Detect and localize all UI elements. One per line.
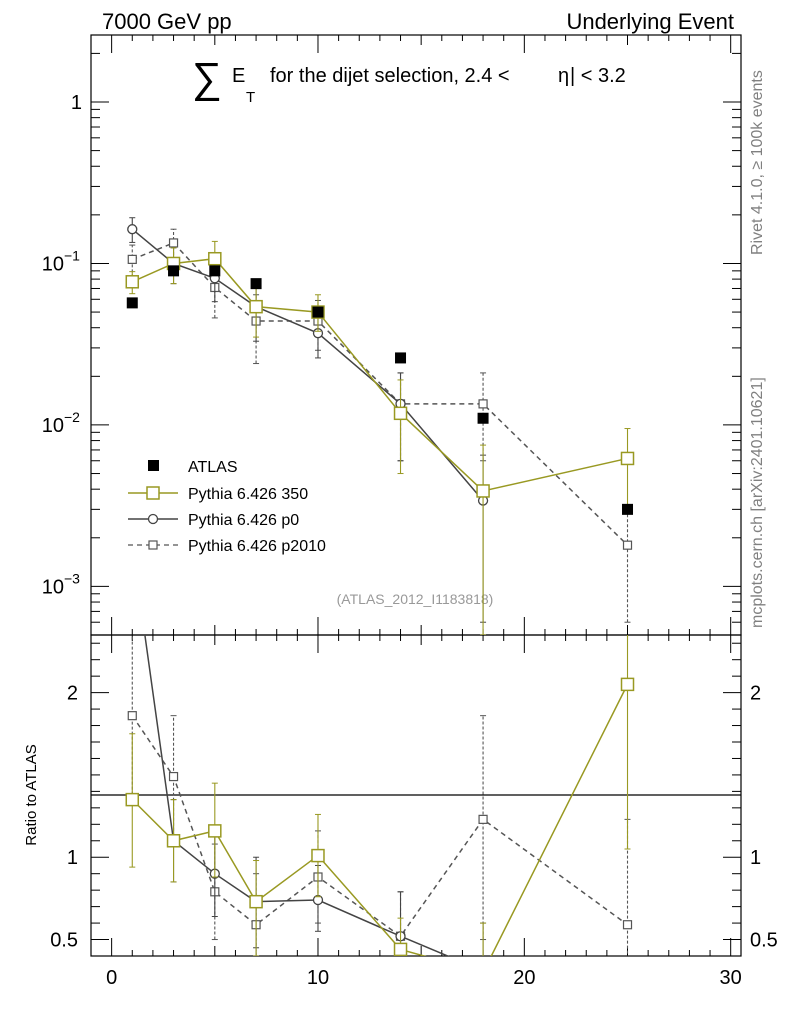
ratio-y-tick-label-left: 0.5 <box>50 930 78 952</box>
data-point-p350 <box>620 451 635 466</box>
ratio-point-p2010 <box>622 920 633 930</box>
legend-marker-p0 <box>147 513 159 525</box>
plot-title: ∑ E T for the dijet selection, 2.4 < η |… <box>192 54 626 106</box>
data-point-p350 <box>125 275 140 289</box>
series-line-p0 <box>131 228 484 502</box>
x-tick-label: 20 <box>513 967 535 989</box>
legend-label-p0: Pythia 6.426 p0 <box>188 512 299 529</box>
ratio-y-tick-label-right: 1 <box>750 847 761 869</box>
ratio-y-tick-label-left: 2 <box>67 683 78 705</box>
data-point-p0 <box>127 224 138 235</box>
data-point-p2010 <box>168 238 179 248</box>
legend-marker-p2010 <box>148 540 158 550</box>
data-point-atlas <box>395 352 407 364</box>
data-point-p2010 <box>127 254 137 264</box>
ratio-point-p2010 <box>127 711 137 721</box>
legend-marker-atlas <box>148 460 159 471</box>
ratio-point-p0 <box>479 966 488 975</box>
legend-label-atlas: ATLAS <box>188 459 238 476</box>
legend-marker-p350 <box>146 486 160 500</box>
legend-label-p2010: Pythia 6.426 p2010 <box>188 538 326 555</box>
ratio-point-p350 <box>620 677 635 692</box>
data-point-p350 <box>208 251 222 266</box>
legend-label-p350: Pythia 6.426 350 <box>188 486 308 503</box>
legend: ATLAS Pythia 6.426 350 Pythia 6.426 p0 P… <box>128 459 326 555</box>
y-tick-label: 10 <box>42 253 64 275</box>
y-tick-label: 10 <box>42 415 64 437</box>
data-point-atlas <box>209 265 221 277</box>
data-point-p2010 <box>478 399 488 409</box>
header-left: 7000 GeV pp <box>102 9 232 34</box>
ratio-point-p350 <box>477 966 489 978</box>
title-subscript: T <box>246 89 255 106</box>
y-tick-label: 10 <box>42 576 64 598</box>
ratio-point-p350 <box>311 848 325 863</box>
title-e: E <box>232 65 245 87</box>
data-point-atlas <box>168 265 180 277</box>
series-line-p350 <box>131 257 628 492</box>
data-point-atlas <box>126 297 138 309</box>
main-plot-area <box>125 217 635 635</box>
mcplots-label: mcplots.cern.ch [arXiv:2401.10621] <box>749 377 766 628</box>
data-point-atlas <box>312 306 324 318</box>
data-point-p350 <box>476 484 490 498</box>
y-tick-label: 1 <box>71 92 82 114</box>
analysis-id: (ATLAS_2012_I1183818) <box>337 591 494 607</box>
y-tick-label-exponent: −1 <box>64 247 80 263</box>
title-eta: η <box>558 65 569 87</box>
data-point-p2010 <box>622 540 633 550</box>
ratio-line-p350 <box>131 684 629 956</box>
ratio-point-p350 <box>249 894 263 909</box>
x-tick-label: 30 <box>720 967 742 989</box>
ratio-ylabel: Ratio to ATLAS <box>23 744 40 845</box>
rivet-label: Rivet 4.1.0, ≥ 100k events <box>749 70 766 255</box>
title-sum-symbol: ∑ <box>192 54 222 101</box>
ratio-point-p350 <box>166 834 181 848</box>
ratio-point-p350 <box>125 792 140 807</box>
y-tick-label-exponent: −2 <box>64 409 80 425</box>
data-point-atlas <box>250 278 262 290</box>
title-tail: | < 3.2 <box>570 65 626 87</box>
ratio-y-tick-label-right: 2 <box>750 683 761 705</box>
ratio-y-tick-label-right: 0.5 <box>750 930 778 952</box>
ratio-y-tick-label-left: 1 <box>67 847 78 869</box>
ratio-line-p2010 <box>131 715 628 938</box>
ratio-point-p2010 <box>168 771 179 782</box>
title-text: for the dijet selection, 2.4 < <box>270 65 510 87</box>
data-point-atlas <box>477 412 489 424</box>
header-right: Underlying Event <box>566 9 734 34</box>
y-tick-label-exponent: −3 <box>64 570 80 586</box>
data-point-p350 <box>393 406 408 421</box>
x-tick-label: 10 <box>307 967 329 989</box>
ratio-point-p350 <box>393 942 408 956</box>
x-tick-label: 0 <box>106 967 117 989</box>
data-point-atlas <box>622 503 634 515</box>
ratio-point-p2010 <box>478 814 488 824</box>
ratio-point-p350 <box>208 824 222 838</box>
ratio-plot-area <box>125 635 635 978</box>
series-line-p2010 <box>131 242 629 546</box>
data-point-p350 <box>249 299 263 314</box>
ratio-line-p0 <box>144 635 450 956</box>
